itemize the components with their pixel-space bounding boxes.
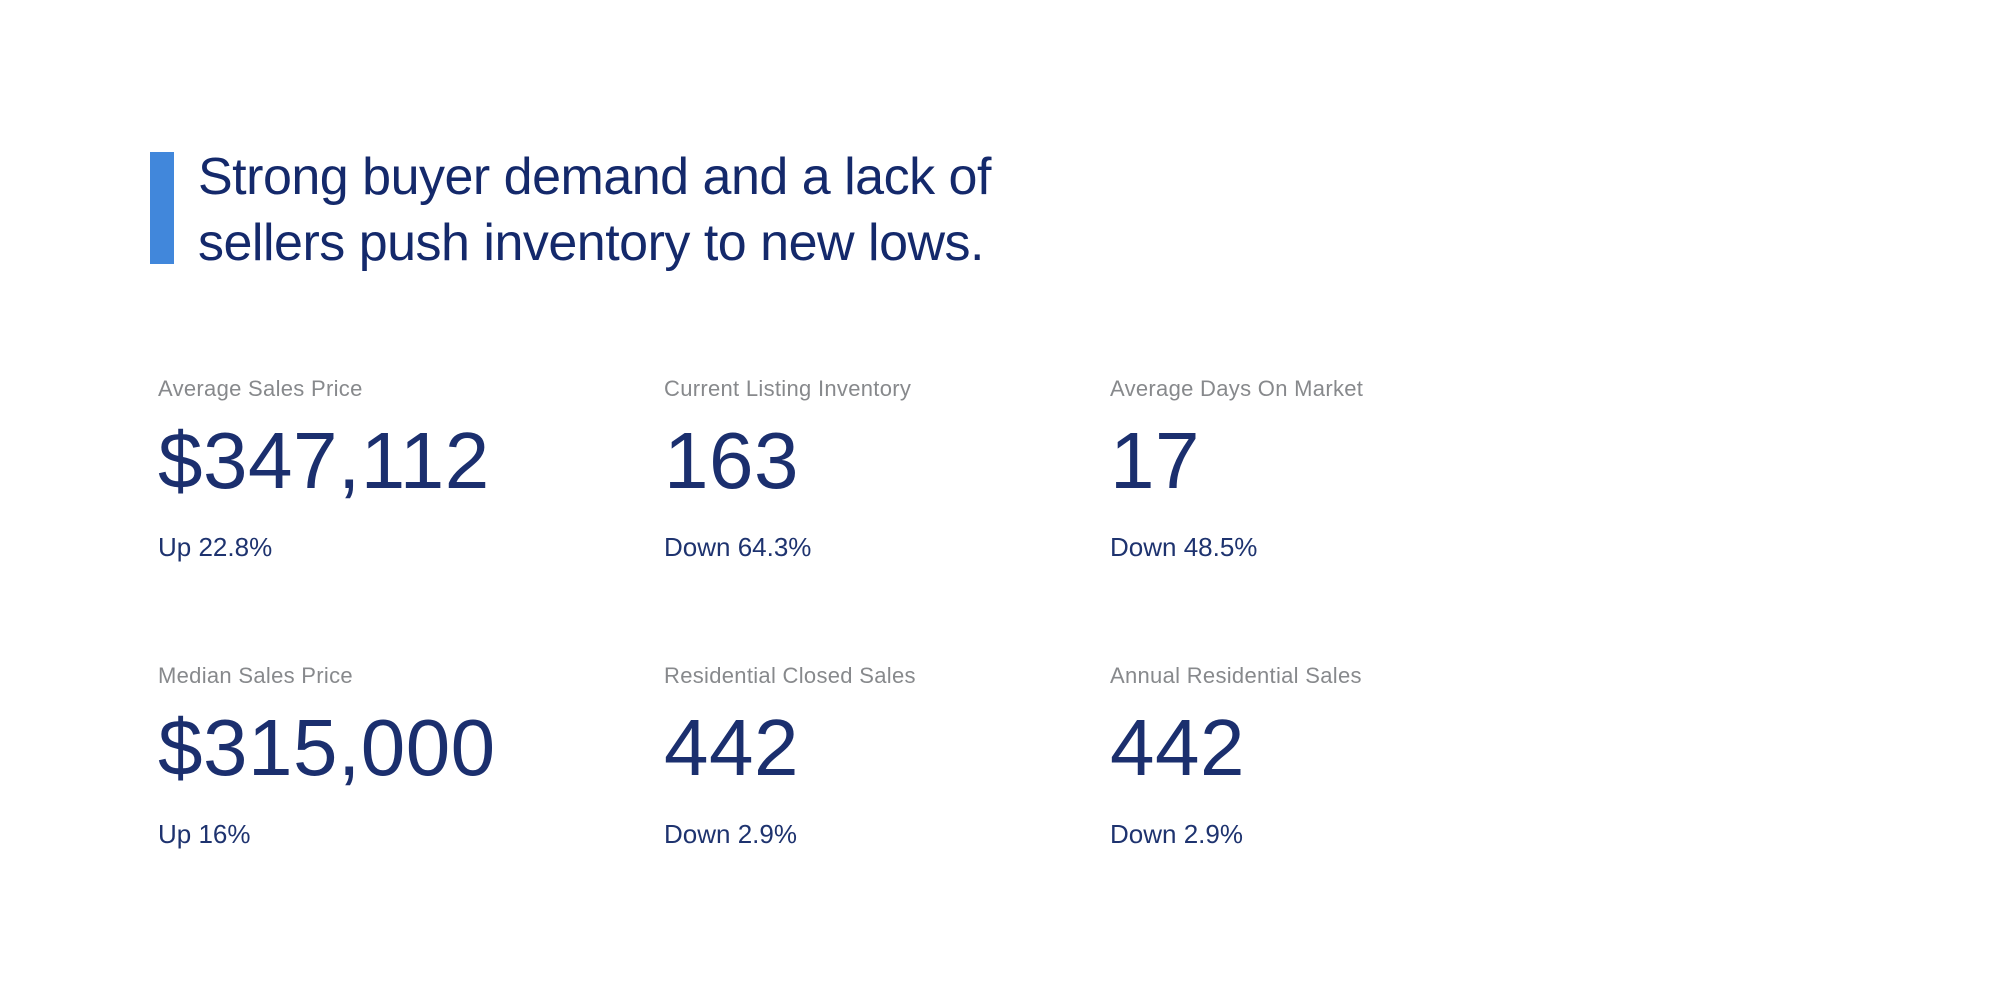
stat-change: Down 64.3% bbox=[664, 532, 812, 563]
stat-label: Current Listing Inventory bbox=[664, 376, 912, 401]
stat-card-average-sales-price: Average Sales Price $347,112 Up 22.8% bbox=[158, 376, 664, 563]
stat-change: Down 2.9% bbox=[1110, 818, 1243, 849]
stat-label: Median Sales Price bbox=[158, 662, 353, 688]
stat-value: $315,000 bbox=[158, 702, 496, 792]
stat-card-residential-closed-sales: Residential Closed Sales 442 Down 2.9% bbox=[664, 662, 1110, 849]
stat-change: Up 16% bbox=[158, 818, 251, 849]
stat-value: 17 bbox=[1110, 416, 1200, 506]
stat-change: Up 22.8% bbox=[158, 532, 273, 563]
stat-change: Down 48.5% bbox=[1110, 532, 1258, 563]
headline-line-1: Strong buyer demand and a lack of bbox=[198, 148, 991, 206]
stat-value: $347,112 bbox=[158, 416, 490, 506]
stat-value: 442 bbox=[1110, 702, 1245, 792]
stat-label: Average Days On Market bbox=[1110, 376, 1364, 401]
headline-text: Strong buyer demand and a lack of seller… bbox=[198, 144, 991, 276]
stat-label: Annual Residential Sales bbox=[1110, 662, 1362, 688]
stat-card-average-days-on-market: Average Days On Market 17 Down 48.5% bbox=[1110, 376, 1610, 563]
stat-label: Average Sales Price bbox=[158, 376, 363, 401]
stats-grid: Average Sales Price $347,112 Up 22.8% Cu… bbox=[158, 376, 1610, 849]
stat-card-annual-residential-sales: Annual Residential Sales 442 Down 2.9% bbox=[1110, 662, 1610, 849]
headline-block: Strong buyer demand and a lack of seller… bbox=[150, 144, 991, 276]
stat-label: Residential Closed Sales bbox=[664, 662, 916, 688]
headline-line-2: sellers push inventory to new lows. bbox=[198, 214, 984, 272]
stat-change: Down 2.9% bbox=[664, 818, 797, 849]
stat-card-current-listing-inventory: Current Listing Inventory 163 Down 64.3% bbox=[664, 376, 1110, 563]
accent-bar bbox=[150, 152, 174, 264]
stat-card-median-sales-price: Median Sales Price $315,000 Up 16% bbox=[158, 662, 664, 849]
stat-value: 163 bbox=[664, 416, 799, 506]
stat-value: 442 bbox=[664, 702, 799, 792]
